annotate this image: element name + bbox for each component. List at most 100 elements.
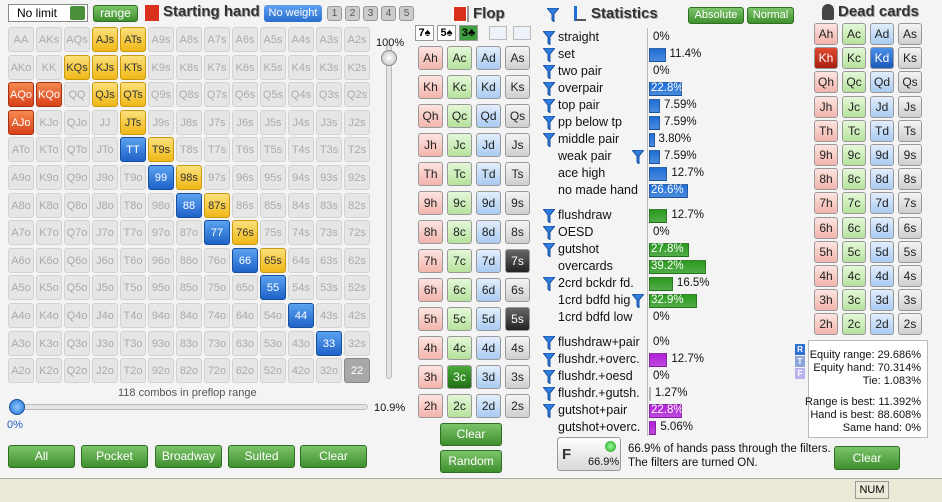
hand-cell[interactable]: 64o	[232, 303, 258, 328]
hand-cell[interactable]: 92o	[148, 358, 174, 384]
hand-cell[interactable]: 74o	[204, 303, 230, 328]
card-button[interactable]: 5s	[505, 307, 530, 331]
hand-cell[interactable]: A4o	[8, 303, 34, 328]
filter-icon[interactable]	[543, 116, 555, 130]
hand-cell[interactable]: 72s	[344, 220, 370, 246]
card-button[interactable]: Kc	[447, 75, 472, 99]
card-button[interactable]: Jd	[870, 95, 894, 118]
card-button[interactable]: Ac	[447, 46, 472, 70]
card-button[interactable]: Ah	[418, 46, 443, 70]
hand-cell[interactable]: 85o	[176, 275, 202, 301]
card-button[interactable]: 8c	[842, 168, 866, 191]
hand-cell[interactable]: A5s	[260, 27, 286, 52]
card-button[interactable]: Kd	[476, 75, 501, 99]
hand-cell[interactable]: Q5o	[64, 275, 90, 301]
filter-icon[interactable]	[543, 277, 555, 291]
hand-cell[interactable]: K6o	[36, 247, 62, 273]
card-button[interactable]: 6s	[505, 278, 530, 302]
hand-cell[interactable]: J9s	[148, 109, 174, 135]
card-button[interactable]: 6h	[814, 216, 838, 239]
hand-cell[interactable]: 87s	[204, 192, 230, 218]
card-button[interactable]: Qh	[418, 104, 443, 128]
card-button[interactable]: 8s	[898, 168, 922, 191]
hand-cell[interactable]: QTo	[64, 137, 90, 163]
card-button[interactable]: 2c	[842, 313, 866, 336]
hand-cell[interactable]: 63o	[232, 330, 258, 356]
card-button[interactable]: Jc	[447, 133, 472, 157]
hand-cell[interactable]: 94o	[148, 303, 174, 328]
hand-cell[interactable]: K5o	[36, 275, 62, 301]
hand-cell[interactable]: T6o	[120, 247, 146, 273]
card-button[interactable]: Jc	[842, 95, 866, 118]
filter-icon[interactable]	[632, 150, 644, 164]
card-button[interactable]: Jh	[814, 95, 838, 118]
hand-cell[interactable]: Q9s	[148, 82, 174, 108]
hand-cell[interactable]: 99	[148, 165, 174, 190]
card-button[interactable]: 6h	[418, 278, 443, 302]
card-button[interactable]: 5c	[842, 240, 866, 263]
card-button[interactable]: 5s	[898, 240, 922, 263]
hand-cell[interactable]: J3s	[316, 109, 342, 135]
card-button[interactable]: 6d	[476, 278, 501, 302]
hand-cell[interactable]: 73s	[316, 220, 342, 246]
card-button[interactable]: 3h	[814, 289, 838, 312]
hand-cell[interactable]: 76s	[232, 220, 258, 246]
hand-cell[interactable]: 95o	[148, 275, 174, 301]
hand-cell[interactable]: A6o	[8, 247, 34, 273]
hand-cell[interactable]: A8s	[176, 27, 202, 52]
card-button[interactable]: 8d	[870, 168, 894, 191]
hand-cell[interactable]: 96s	[232, 165, 258, 190]
hand-cell[interactable]: J8o	[92, 192, 118, 218]
hand-cell[interactable]: T3s	[316, 137, 342, 163]
hand-cell[interactable]: T4o	[120, 303, 146, 328]
card-button[interactable]: 8h	[814, 168, 838, 191]
hand-cell[interactable]: J6o	[92, 247, 118, 273]
card-button[interactable]: 7h	[814, 192, 838, 215]
range-button[interactable]: Broadway	[155, 445, 222, 468]
hand-cell[interactable]: J3o	[92, 330, 118, 356]
hand-cell[interactable]: A9s	[148, 27, 174, 52]
hand-cell[interactable]: 85s	[260, 192, 286, 218]
hand-cell[interactable]: A9o	[8, 165, 34, 190]
hand-cell[interactable]: 42o	[288, 358, 314, 384]
card-button[interactable]: 4c	[447, 336, 472, 360]
hand-cell[interactable]: KQs	[64, 54, 90, 80]
card-button[interactable]: 9c	[447, 191, 472, 215]
hand-cell[interactable]: J7s	[204, 109, 230, 135]
card-button[interactable]: 4s	[898, 265, 922, 287]
hand-cell[interactable]: ATo	[8, 137, 34, 163]
card-button[interactable]: Th	[418, 162, 443, 186]
filter-icon[interactable]	[632, 294, 644, 308]
hand-cell[interactable]: 82s	[344, 192, 370, 218]
hand-cell[interactable]: A8o	[8, 192, 34, 218]
card-button[interactable]: 4h	[418, 336, 443, 360]
card-button[interactable]: 5h	[814, 240, 838, 263]
filter-icon[interactable]	[543, 209, 555, 223]
card-button[interactable]: Tc	[842, 119, 866, 142]
hand-cell[interactable]: Q7s	[204, 82, 230, 108]
weight-slot[interactable]: 1	[327, 6, 342, 21]
card-button[interactable]: Ac	[842, 23, 866, 45]
flop-button[interactable]: Clear	[440, 423, 502, 446]
filter-icon[interactable]	[543, 370, 555, 384]
hand-cell[interactable]: 65o	[232, 275, 258, 301]
hand-cell[interactable]: 62o	[232, 358, 258, 384]
hand-cell[interactable]: K9s	[148, 54, 174, 80]
card-button[interactable]: 5c	[447, 307, 472, 331]
weight-button[interactable]: No weight	[264, 5, 322, 22]
hand-cell[interactable]: A5o	[8, 275, 34, 301]
hand-cell[interactable]: J5o	[92, 275, 118, 301]
hand-cell[interactable]: 96o	[148, 247, 174, 273]
hand-cell[interactable]: Q3o	[64, 330, 90, 356]
dropdown-arrow[interactable]	[70, 6, 85, 20]
hand-cell[interactable]: J7o	[92, 220, 118, 246]
hand-cell[interactable]: AQs	[64, 27, 90, 52]
card-button[interactable]: 3d	[476, 365, 501, 389]
hand-cell[interactable]: 44	[288, 303, 314, 328]
card-button[interactable]: 7c	[447, 249, 472, 273]
card-button[interactable]: 7s	[505, 249, 530, 273]
hand-cell[interactable]: J4s	[288, 109, 314, 135]
filter-icon[interactable]	[543, 336, 555, 350]
card-button[interactable]: 2d	[476, 394, 501, 418]
hand-cell[interactable]: K3s	[316, 54, 342, 80]
